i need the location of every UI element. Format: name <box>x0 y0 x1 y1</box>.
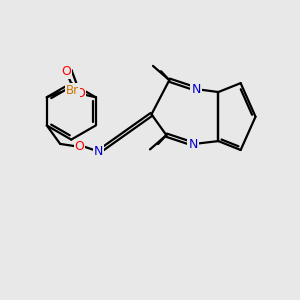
Text: O: O <box>74 140 84 153</box>
Text: N: N <box>94 145 104 158</box>
Text: O: O <box>61 65 71 78</box>
Text: O: O <box>75 87 85 100</box>
Text: N: N <box>191 82 201 96</box>
Text: N: N <box>188 138 198 151</box>
Text: Br: Br <box>65 84 79 97</box>
